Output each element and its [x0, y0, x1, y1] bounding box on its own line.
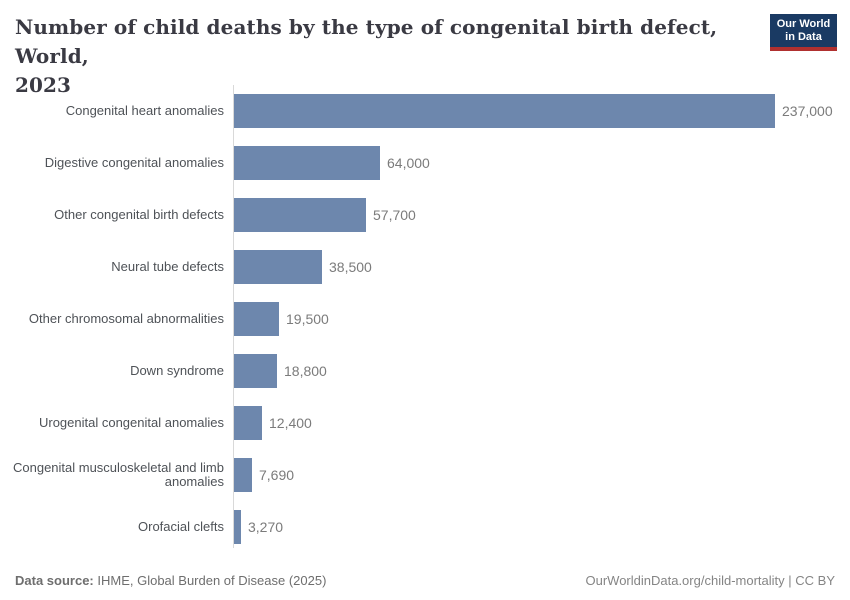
chart-header: Number of child deaths by the type of co…	[15, 13, 750, 100]
value-label: 64,000	[387, 155, 430, 171]
chart-row: Urogenital congenital anomalies 12,400	[0, 397, 850, 449]
bar[interactable]	[234, 406, 262, 440]
value-label: 7,690	[259, 467, 295, 483]
bar-cell: 57,700	[233, 189, 850, 241]
value-label: 38,500	[329, 259, 372, 275]
bar-cell: 3,270	[233, 501, 850, 553]
owid-logo-text: Our World in Data	[770, 14, 837, 47]
data-source-text: IHME, Global Burden of Disease (2025)	[93, 573, 327, 588]
chart-title-line1: Number of child deaths by the type of co…	[15, 15, 718, 68]
footer-right: OurWorldinData.org/child-mortality | CC …	[585, 573, 835, 588]
owid-logo[interactable]: Our World in Data	[770, 14, 837, 51]
chart-title: Number of child deaths by the type of co…	[15, 13, 750, 100]
category-label: Digestive congenital anomalies	[44, 155, 224, 170]
bar[interactable]	[234, 198, 366, 232]
chart-footer: Data source: IHME, Global Burden of Dise…	[15, 573, 835, 588]
footer-separator: |	[784, 573, 796, 588]
bar[interactable]	[234, 354, 277, 388]
bar[interactable]	[234, 146, 380, 180]
category-label: Congenital heart anomalies	[65, 103, 224, 118]
data-source-note: Data source: IHME, Global Burden of Dise…	[15, 573, 326, 588]
license-link[interactable]: CC BY	[795, 573, 835, 588]
owid-logo-line2: in Data	[785, 31, 822, 43]
bar-cell: 19,500	[233, 293, 850, 345]
chart-row: Down syndrome 18,800	[0, 345, 850, 397]
bar[interactable]	[234, 458, 252, 492]
bar-cell: 18,800	[233, 345, 850, 397]
value-label: 12,400	[269, 415, 312, 431]
category-label: Other chromosomal abnormalities	[28, 311, 224, 326]
bar[interactable]	[234, 302, 279, 336]
bar-chart: Congenital heart anomalies 237,000 Digesti…	[0, 85, 850, 553]
chart-row: Orofacial clefts 3,270	[0, 501, 850, 553]
site-link[interactable]: OurWorldinData.org/child-mortality	[585, 573, 785, 588]
bar-cell: 12,400	[233, 397, 850, 449]
value-label: 237,000	[782, 103, 833, 119]
chart-row: Congenital musculoskeletal and limb anom…	[0, 449, 850, 501]
category-label: Orofacial clefts	[138, 519, 224, 534]
bar[interactable]	[234, 250, 322, 284]
bar-cell: 237,000	[233, 85, 850, 137]
chart-title-line2: 2023	[15, 73, 72, 97]
value-label: 3,270	[248, 519, 284, 535]
chart-row: Congenital heart anomalies 237,000	[0, 85, 850, 137]
category-label: Other congenital birth defects	[54, 207, 224, 222]
category-label: Neural tube defects	[111, 259, 224, 274]
bar-cell: 38,500	[233, 241, 850, 293]
chart-row: Digestive congenital anomalies 64,000	[0, 137, 850, 189]
bar-cell: 7,690	[233, 449, 850, 501]
category-label: Down syndrome	[130, 363, 224, 378]
owid-logo-stripe	[770, 47, 837, 51]
owid-logo-line1: Our World	[776, 18, 831, 30]
chart-rows: Congenital heart anomalies 237,000 Digesti…	[0, 85, 850, 553]
bar[interactable]	[234, 94, 775, 128]
value-label: 19,500	[286, 311, 329, 327]
bar[interactable]	[234, 510, 241, 544]
bar-cell: 64,000	[233, 137, 850, 189]
chart-row: Other chromosomal abnormalities 19,500	[0, 293, 850, 345]
y-axis-line	[233, 85, 234, 548]
value-label: 18,800	[284, 363, 327, 379]
value-label: 57,700	[373, 207, 416, 223]
category-label: Congenital musculoskeletal and limb anom…	[12, 460, 224, 489]
category-label: Urogenital congenital anomalies	[38, 415, 224, 430]
data-source-label: Data source:	[15, 573, 94, 588]
chart-row: Other congenital birth defects 57,700	[0, 189, 850, 241]
chart-row: Neural tube defects 38,500	[0, 241, 850, 293]
